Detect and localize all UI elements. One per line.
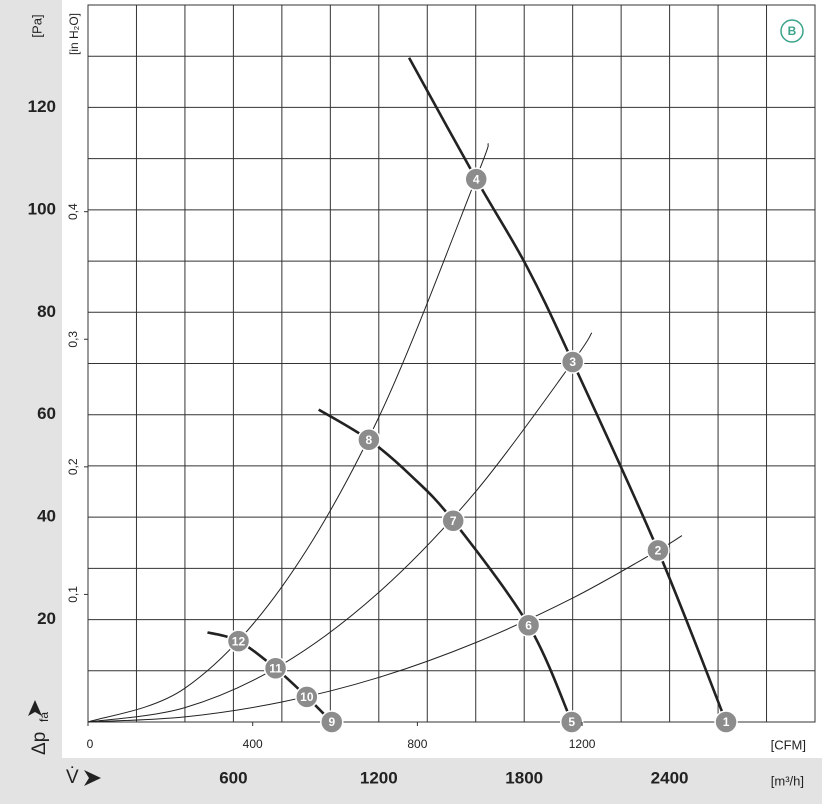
- y2-tick-label: 0,3: [66, 331, 80, 348]
- point-label: 2: [655, 544, 662, 558]
- operating-point: [226, 629, 251, 653]
- y2-axis-label: [in H₂O]: [67, 13, 81, 55]
- point-label: 1: [723, 715, 730, 729]
- operating-point: [516, 613, 541, 637]
- operating-point: [464, 167, 488, 191]
- operating-point: [357, 428, 381, 452]
- x2-tick-label: 0: [87, 737, 94, 751]
- y-tick-label: 20: [37, 609, 56, 628]
- x-tick-label: 1800: [505, 768, 543, 787]
- operating-point: [441, 508, 465, 533]
- x-axis-label: [m³/h]: [771, 773, 804, 788]
- y2-tick-label: 0,2: [66, 458, 80, 475]
- operating-point: [263, 656, 288, 680]
- point-label: 8: [366, 433, 373, 447]
- operating-point: [295, 685, 319, 709]
- x2-tick-label: 1200: [569, 737, 596, 751]
- y-tick-label: 80: [37, 302, 56, 321]
- operating-point: [646, 538, 670, 563]
- operating-point: [320, 710, 344, 734]
- point-label: 4: [473, 172, 480, 186]
- point-label: 11: [269, 661, 282, 675]
- badge: B: [788, 24, 797, 38]
- point-label: 7: [450, 514, 457, 528]
- x-symbol: V̇: [66, 767, 79, 788]
- point-label: 5: [568, 715, 575, 729]
- x-tick-label: 1200: [360, 768, 398, 787]
- y-tick-label: 40: [37, 507, 56, 526]
- y-subscript: fa: [37, 712, 51, 722]
- operating-point: [560, 350, 585, 374]
- x2-axis-label: [CFM]: [771, 737, 806, 752]
- x2-tick-label: 800: [407, 737, 427, 751]
- plot-frame: [87, 4, 816, 723]
- x2-tick-label: 400: [243, 737, 263, 751]
- point-label: 10: [300, 690, 314, 704]
- plot-background: [62, 0, 822, 758]
- point-label: 3: [569, 355, 576, 369]
- x-tick-label: 2400: [651, 768, 689, 787]
- x-arrow: [84, 770, 101, 786]
- badge-circle: [780, 19, 804, 43]
- y2-tick-label: 0,4: [66, 203, 80, 220]
- system-curve: [87, 332, 593, 723]
- system-curve: [87, 535, 683, 723]
- y-symbol: Δp: [29, 732, 50, 755]
- operating-point: [559, 710, 584, 734]
- point-label: 6: [525, 618, 532, 632]
- y-tick-label: 60: [37, 404, 56, 423]
- point-label: 12: [232, 634, 246, 648]
- y-tick-label: 120: [28, 97, 56, 116]
- y2-tick-label: 0,1: [66, 586, 80, 603]
- y-tick-label: 100: [28, 199, 56, 218]
- y-axis-label: [Pa]: [29, 14, 44, 37]
- y-arrow: [28, 700, 42, 716]
- x-tick-label: 600: [219, 768, 247, 787]
- operating-point: [714, 710, 738, 734]
- point-label: 9: [328, 715, 335, 729]
